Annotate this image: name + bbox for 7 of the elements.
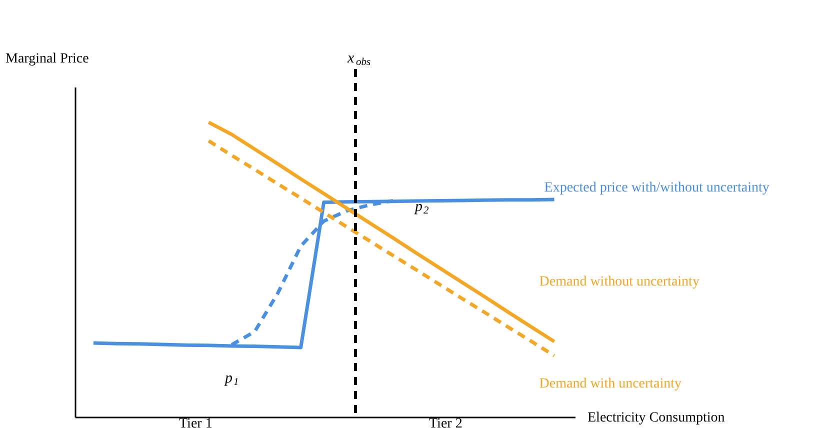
x-axis-title: Electricity Consumption bbox=[588, 410, 725, 426]
annotation: Tier 1 bbox=[179, 416, 212, 432]
text: Demand without uncertainty bbox=[539, 274, 700, 290]
series-label: Expected price with/without uncertainty bbox=[544, 180, 770, 196]
y-axis-title: Marginal Price bbox=[6, 52, 89, 66]
annotation: Tier 2 bbox=[429, 416, 462, 432]
series-label: Demand with uncertainty bbox=[539, 376, 682, 392]
